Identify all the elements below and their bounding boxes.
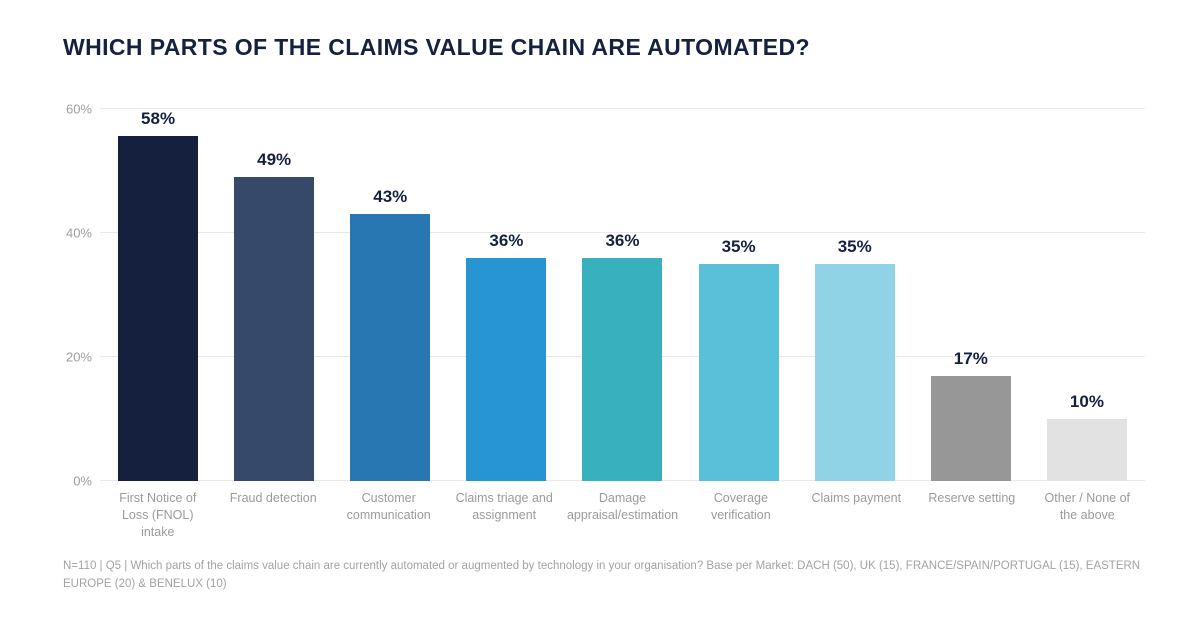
bar-group: 17%	[913, 109, 1029, 481]
bar	[350, 214, 431, 481]
bar-value-label: 35%	[837, 237, 872, 256]
bar	[234, 177, 315, 481]
x-axis-label: First Notice of Loss (FNOL) intake	[119, 491, 197, 539]
footnote: N=110 | Q5 | Which parts of the claims v…	[63, 560, 1141, 590]
bar-group: 36%	[564, 109, 680, 481]
x-axis-label: Coverage verification	[710, 491, 771, 522]
y-tick-label: 20%	[65, 349, 92, 365]
bar-group: 10%	[1029, 109, 1145, 481]
bar	[582, 257, 663, 481]
plot-area: 58% 49% 43% 36% 36% 35% 35% 17% 10%	[100, 108, 1145, 481]
x-axis-label: Damage appraisal/estimation	[566, 491, 679, 522]
bar-value-label: 35%	[721, 237, 756, 256]
x-axis-label: Fraud detection	[229, 491, 317, 505]
x-axis-label: Reserve setting	[928, 491, 1016, 505]
bar-group: 35%	[681, 109, 797, 481]
bars: 58% 49% 43% 36% 36% 35% 35% 17% 10%	[100, 109, 1145, 481]
bar-value-label: 49%	[257, 150, 292, 170]
y-tick-label: 0%	[73, 473, 92, 489]
x-axis-label: Other / None of the above	[1044, 491, 1131, 522]
bar	[698, 264, 779, 481]
bar-group: 36%	[448, 109, 564, 481]
bar	[466, 257, 547, 481]
bar-group: 35%	[797, 109, 913, 481]
bar-group: 43%	[332, 109, 448, 481]
chart-title: WHICH PARTS OF THE CLAIMS VALUE CHAIN AR…	[63, 34, 810, 60]
bar-value-label: 58%	[141, 109, 176, 128]
bar	[814, 264, 895, 481]
bar-value-label: 43%	[373, 187, 408, 207]
bar-group: 49%	[216, 109, 332, 481]
bar-value-label: 36%	[489, 230, 524, 250]
gridline-60	[100, 108, 1145, 109]
bar-value-label: 36%	[605, 230, 640, 250]
bar	[118, 136, 199, 481]
bar-value-label: 10%	[1069, 392, 1104, 411]
x-axis-label: Customer communication	[346, 491, 431, 522]
y-tick-label: 60%	[65, 101, 92, 117]
x-axis-label: Claims triage and assignment	[455, 491, 553, 522]
bar	[930, 375, 1011, 481]
y-tick-label: 40%	[65, 225, 92, 241]
bar-group: 58%	[100, 109, 216, 481]
x-axis-label: Claims payment	[811, 491, 902, 505]
gridline-40	[100, 232, 1145, 233]
y-axis: 0% 20% 40% 60%	[50, 102, 92, 489]
x-axis-labels: First Notice of Loss (FNOL) intake Fraud …	[100, 490, 1145, 541]
bar	[1046, 419, 1127, 481]
bar-value-label: 17%	[953, 348, 988, 368]
